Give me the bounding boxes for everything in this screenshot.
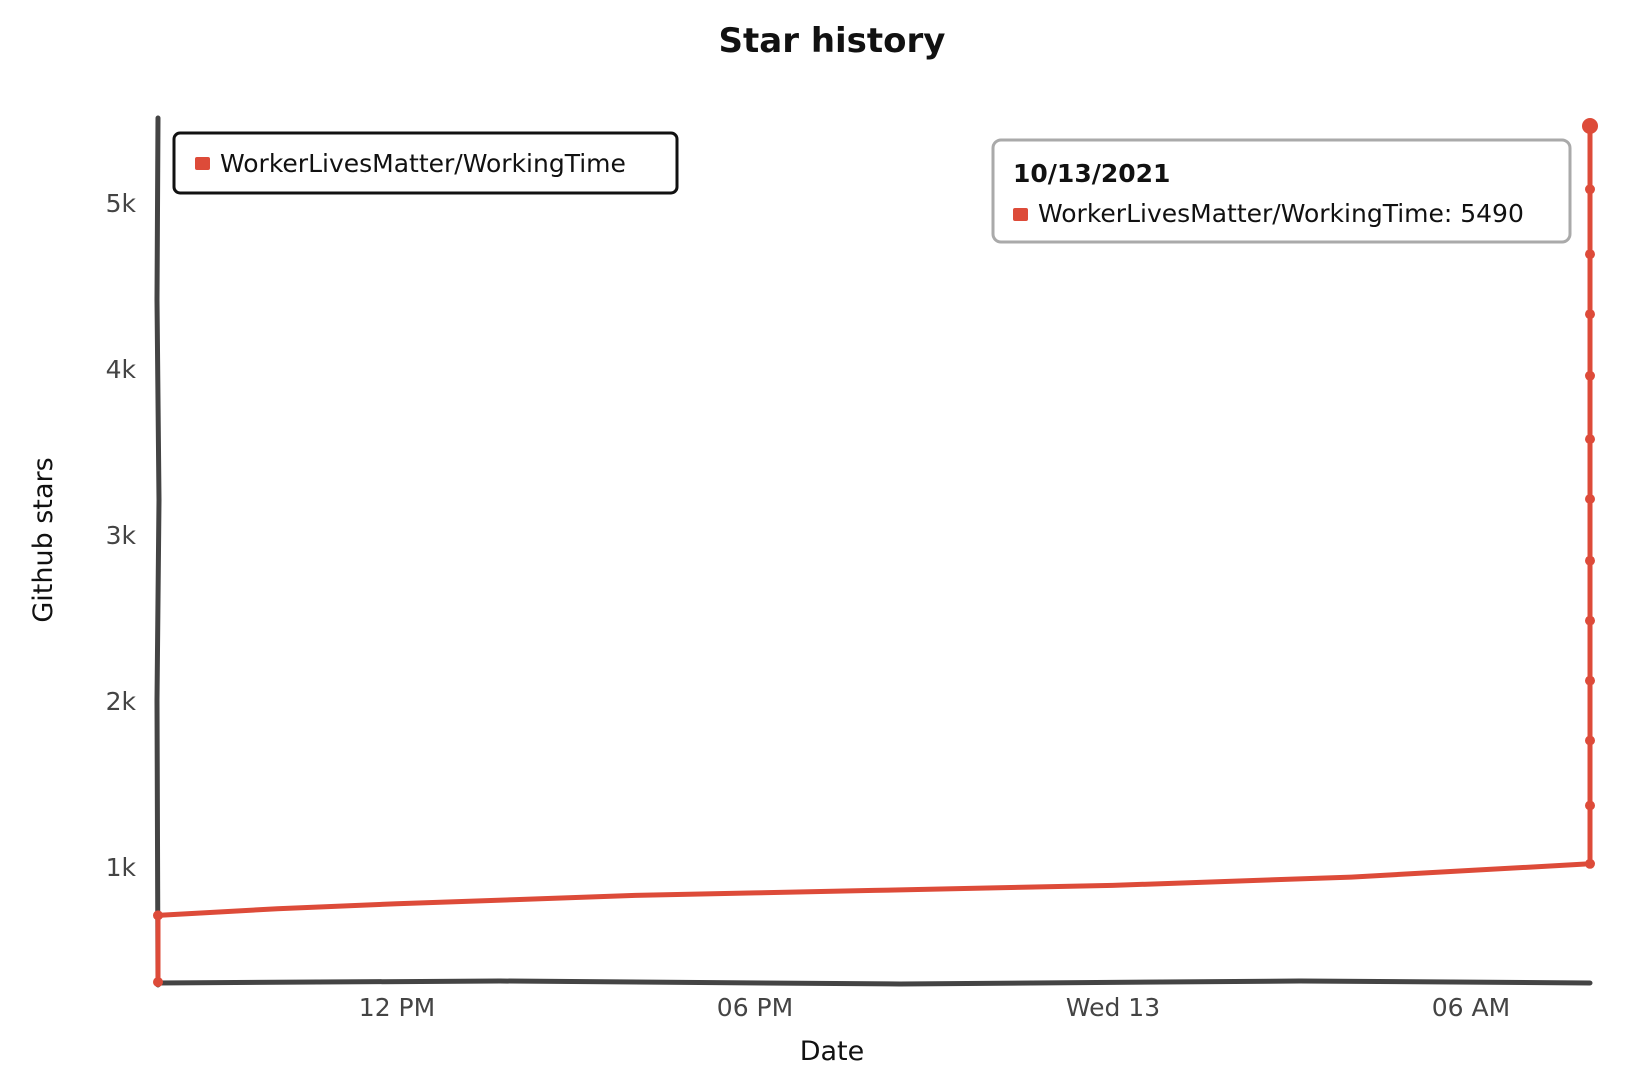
legend-item-label: WorkerLivesMatter/WorkingTime [220,149,626,178]
tooltip-value-text: WorkerLivesMatter/WorkingTime: 5490 [1038,199,1524,228]
tooltip: 10/13/2021 WorkerLivesMatter/WorkingTime… [991,138,1572,244]
tooltip-box [991,138,1572,244]
tooltip-swatch [1013,208,1028,221]
series-layer [153,118,1598,987]
data-point[interactable] [1585,249,1595,260]
x-tick-labels: 12 PM 06 PM Wed 13 06 AM [359,993,1510,1022]
axes [153,115,1593,988]
tooltip-date: 10/13/2021 [1013,159,1170,188]
tooltip-series-name: WorkerLivesMatter/WorkingTime [1038,199,1444,228]
series-line [155,123,1593,985]
x-axis-title: Date [800,1036,865,1067]
y-tick-labels: 1k 2k 3k 4k 5k [106,189,137,882]
y-tick-label: 3k [106,521,137,550]
x-tick-label: 06 PM [717,993,793,1022]
data-point[interactable] [1585,800,1595,811]
y-axis-title: Github stars [28,457,59,622]
data-point[interactable] [1585,370,1595,381]
y-tick-label: 5k [106,189,137,218]
x-axis-line [153,978,1593,987]
data-point[interactable] [1585,184,1595,195]
legend-swatch [195,157,210,170]
y-tick-label: 4k [106,355,137,384]
tooltip-separator: : [1444,199,1460,228]
y-axis-line [154,115,162,988]
data-point[interactable] [1585,434,1595,445]
data-point[interactable] [1585,675,1595,686]
data-point[interactable] [1585,494,1595,504]
legend[interactable]: WorkerLivesMatter/WorkingTime [172,131,679,195]
data-point[interactable] [153,910,163,921]
data-point[interactable] [1582,118,1598,134]
data-point[interactable] [1585,309,1595,320]
data-point[interactable] [1585,555,1595,566]
data-point[interactable] [1585,615,1595,626]
x-tick-label: 12 PM [359,993,435,1022]
chart-title: Star history [719,21,946,61]
legend-box [172,131,679,195]
data-point[interactable] [1585,735,1595,746]
y-tick-label: 1k [106,853,137,882]
data-point[interactable] [153,977,163,987]
x-tick-label: Wed 13 [1066,993,1160,1022]
y-tick-label: 2k [106,687,137,716]
data-point[interactable] [1585,858,1595,869]
x-tick-label: 06 AM [1432,993,1510,1022]
tooltip-value: 5490 [1460,199,1524,228]
